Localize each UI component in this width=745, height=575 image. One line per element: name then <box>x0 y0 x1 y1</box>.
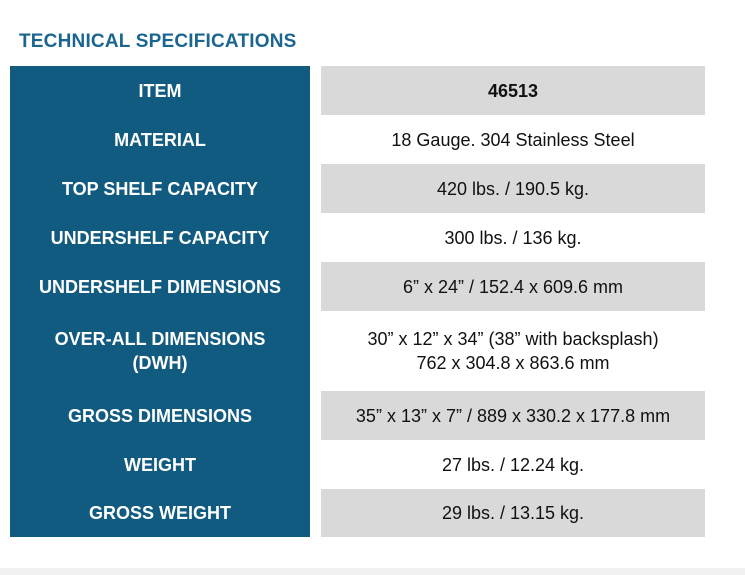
text-line: GROSS WEIGHT <box>88 503 231 523</box>
spec-label: UNDERSHELF DIMENSIONS <box>10 262 310 311</box>
text-line: WEIGHT <box>124 454 196 475</box>
label-column <box>10 66 310 537</box>
text-line: 29 lbs. / 13.15 kg. <box>441 503 585 523</box>
spec-value: 29 lbs. / 13.15 kg. <box>321 489 705 537</box>
text-line: (DWH) <box>132 353 188 373</box>
spec-value: 46513 <box>321 66 705 115</box>
spec-value: 300 lbs. / 136 kg. <box>321 213 705 262</box>
text-line: 18 Gauge. 304 Stainless Steel <box>391 129 635 150</box>
spec-label: OVER-ALL DIMENSIONS (DWH) <box>10 311 310 391</box>
spec-value: 6” x 24” / 152.4 x 609.6 mm <box>321 262 705 311</box>
text-line: 420 lbs. / 190.5 kg. <box>436 178 590 199</box>
spec-label: WEIGHT <box>10 440 310 489</box>
spec-value: 27 lbs. / 12.24 kg. <box>321 440 705 489</box>
text-line: UNDERSHELF DIMENSIONS <box>38 276 281 297</box>
text-line: 6” x 24” / 152.4 x 609.6 mm <box>402 276 624 297</box>
text-line: MATERIAL <box>114 129 206 150</box>
text-line: ITEM <box>138 80 182 101</box>
spec-label: GROSS WEIGHT <box>10 489 310 537</box>
text-line: TOP SHELF CAPACITY <box>61 178 259 199</box>
spec-label: GROSS DIMENSIONS <box>10 391 310 440</box>
title: TECHNICAL SPECIFICATIONS <box>19 31 297 52</box>
spec-label: MATERIAL <box>10 115 310 164</box>
spec-value: 18 Gauge. 304 Stainless Steel <box>321 115 705 164</box>
spec-label: ITEM <box>10 66 310 115</box>
spec-value: 35” x 13” x 7” / 889 x 330.2 x 177.8 mm <box>321 391 705 440</box>
text-line: 35” x 13” x 7” / 889 x 330.2 x 177.8 mm <box>355 405 671 426</box>
spec-value: 420 lbs. / 190.5 kg. <box>321 164 705 213</box>
text-line: UNDERSHELF CAPACITY <box>50 227 270 248</box>
spec-value: 30” x 12” x 34” (38” with backsplash) 762… <box>321 311 705 391</box>
text-line: 300 lbs. / 136 kg. <box>444 227 582 248</box>
spec-label: TOP SHELF CAPACITY <box>10 164 310 213</box>
text-line: GROSS DIMENSIONS <box>67 405 253 426</box>
text-line: 46513 <box>487 80 539 101</box>
footer-strip <box>0 568 745 575</box>
text-line: OVER-ALL DIMENSIONS <box>54 329 266 349</box>
text-line: 27 lbs. / 12.24 kg. <box>441 454 585 475</box>
text-line: 762 x 304.8 x 863.6 mm <box>416 353 610 373</box>
text-line: 30” x 12” x 34” (38” with backsplash) <box>367 329 659 349</box>
spec-label: UNDERSHELF CAPACITY <box>10 213 310 262</box>
